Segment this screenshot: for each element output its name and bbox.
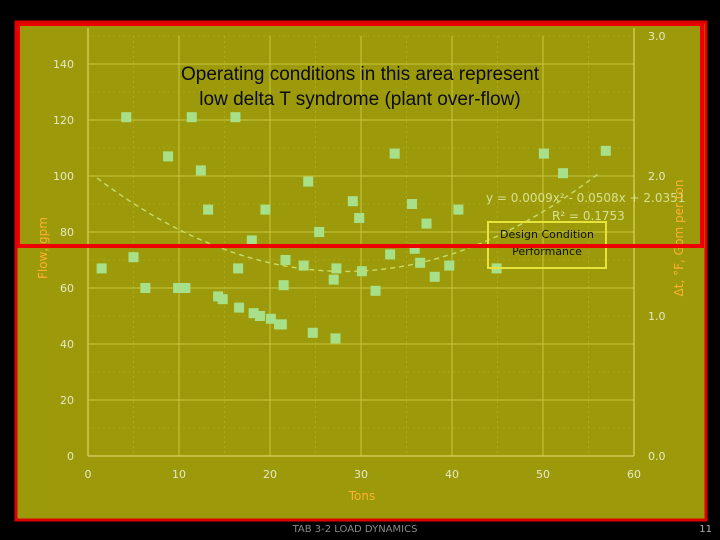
x-tick-label: 10 (172, 468, 186, 481)
design-condition-label: Design Condition (500, 228, 594, 241)
data-point (230, 112, 241, 123)
data-point (347, 196, 358, 207)
data-point (246, 235, 257, 246)
callout-text: Operating conditions in this area repres… (96, 62, 624, 112)
x-axis-label: Tons (348, 489, 376, 503)
x-tick-label: 30 (354, 468, 368, 481)
data-point (354, 213, 365, 223)
x-tick-label: 20 (263, 468, 277, 481)
y2-tick-label: 2.0 (648, 170, 666, 183)
data-point (385, 249, 396, 260)
data-point (429, 271, 440, 282)
slide-number: 11 (699, 524, 712, 535)
data-point (217, 294, 228, 305)
data-point (328, 274, 339, 285)
trend-r-squared: R² = 0.1753 (552, 209, 625, 223)
data-point (389, 148, 400, 159)
callout-line-2: low delta T syndrome (plant over-flow) (199, 89, 521, 110)
data-point (140, 283, 151, 293)
slide-frame (14, 20, 708, 522)
data-point (330, 333, 341, 344)
y2-tick-label: 3.0 (648, 30, 666, 43)
data-point (298, 260, 309, 271)
data-point (370, 285, 381, 296)
y2-tick-label: 1.0 (648, 310, 666, 323)
x-tick-label: 40 (445, 468, 459, 481)
data-point (558, 168, 569, 179)
data-point (195, 165, 206, 176)
data-point (409, 243, 420, 254)
data-point (128, 252, 139, 263)
y-tick-label: 80 (60, 226, 74, 239)
data-point (444, 260, 455, 271)
data-point (163, 151, 174, 162)
footer-title: TAB 3-2 LOAD DYNAMICS (292, 524, 418, 535)
highlight-region (16, 22, 704, 248)
data-point (173, 283, 184, 293)
data-point (406, 199, 417, 209)
y-tick-label: 140 (53, 58, 74, 71)
data-point (265, 313, 276, 324)
data-point (234, 302, 245, 313)
data-point (303, 176, 314, 187)
data-point (121, 112, 132, 123)
y-tick-label: 120 (53, 114, 74, 127)
data-point (254, 311, 265, 321)
trendline (96, 173, 599, 273)
y-tick-label: 0 (67, 450, 74, 463)
y-tick-label: 100 (53, 170, 74, 183)
data-point (421, 218, 432, 229)
data-point (356, 266, 367, 277)
data-point (96, 263, 107, 274)
callout-line-1: Operating conditions in this area repres… (180, 64, 540, 85)
trend-equation: y = 0.0009x² - 0.0508x + 2.0351 (486, 191, 685, 205)
x-tick-label: 0 (85, 468, 92, 481)
data-point (260, 204, 271, 215)
y2-tick-label: 0.0 (648, 450, 666, 463)
design-condition-label-2: Performance (512, 245, 582, 258)
data-point (248, 308, 259, 319)
y-tick-label: 60 (60, 282, 74, 295)
data-point (600, 145, 611, 156)
y-tick-label: 40 (60, 338, 74, 351)
data-point (331, 263, 342, 274)
axes: 0 10 20 30 40 50 60 0 20 40 60 80 100 120 140 0.0 1.0 2.0… (53, 28, 666, 481)
data-point (280, 255, 291, 265)
data-point (180, 283, 191, 293)
data-point (314, 227, 325, 237)
y-tick-label: 20 (60, 394, 74, 407)
data-point (186, 112, 197, 123)
data-point (538, 148, 549, 159)
x-tick-label: 60 (627, 468, 641, 481)
y2-axis-label: Δt, °F, Gpm per ton (672, 180, 686, 297)
data-point (276, 319, 287, 330)
data-point (307, 327, 318, 338)
data-point (203, 204, 214, 215)
data-point (233, 263, 244, 274)
data-point (278, 280, 289, 291)
data-point (453, 204, 464, 215)
x-tick-label: 50 (536, 468, 550, 481)
